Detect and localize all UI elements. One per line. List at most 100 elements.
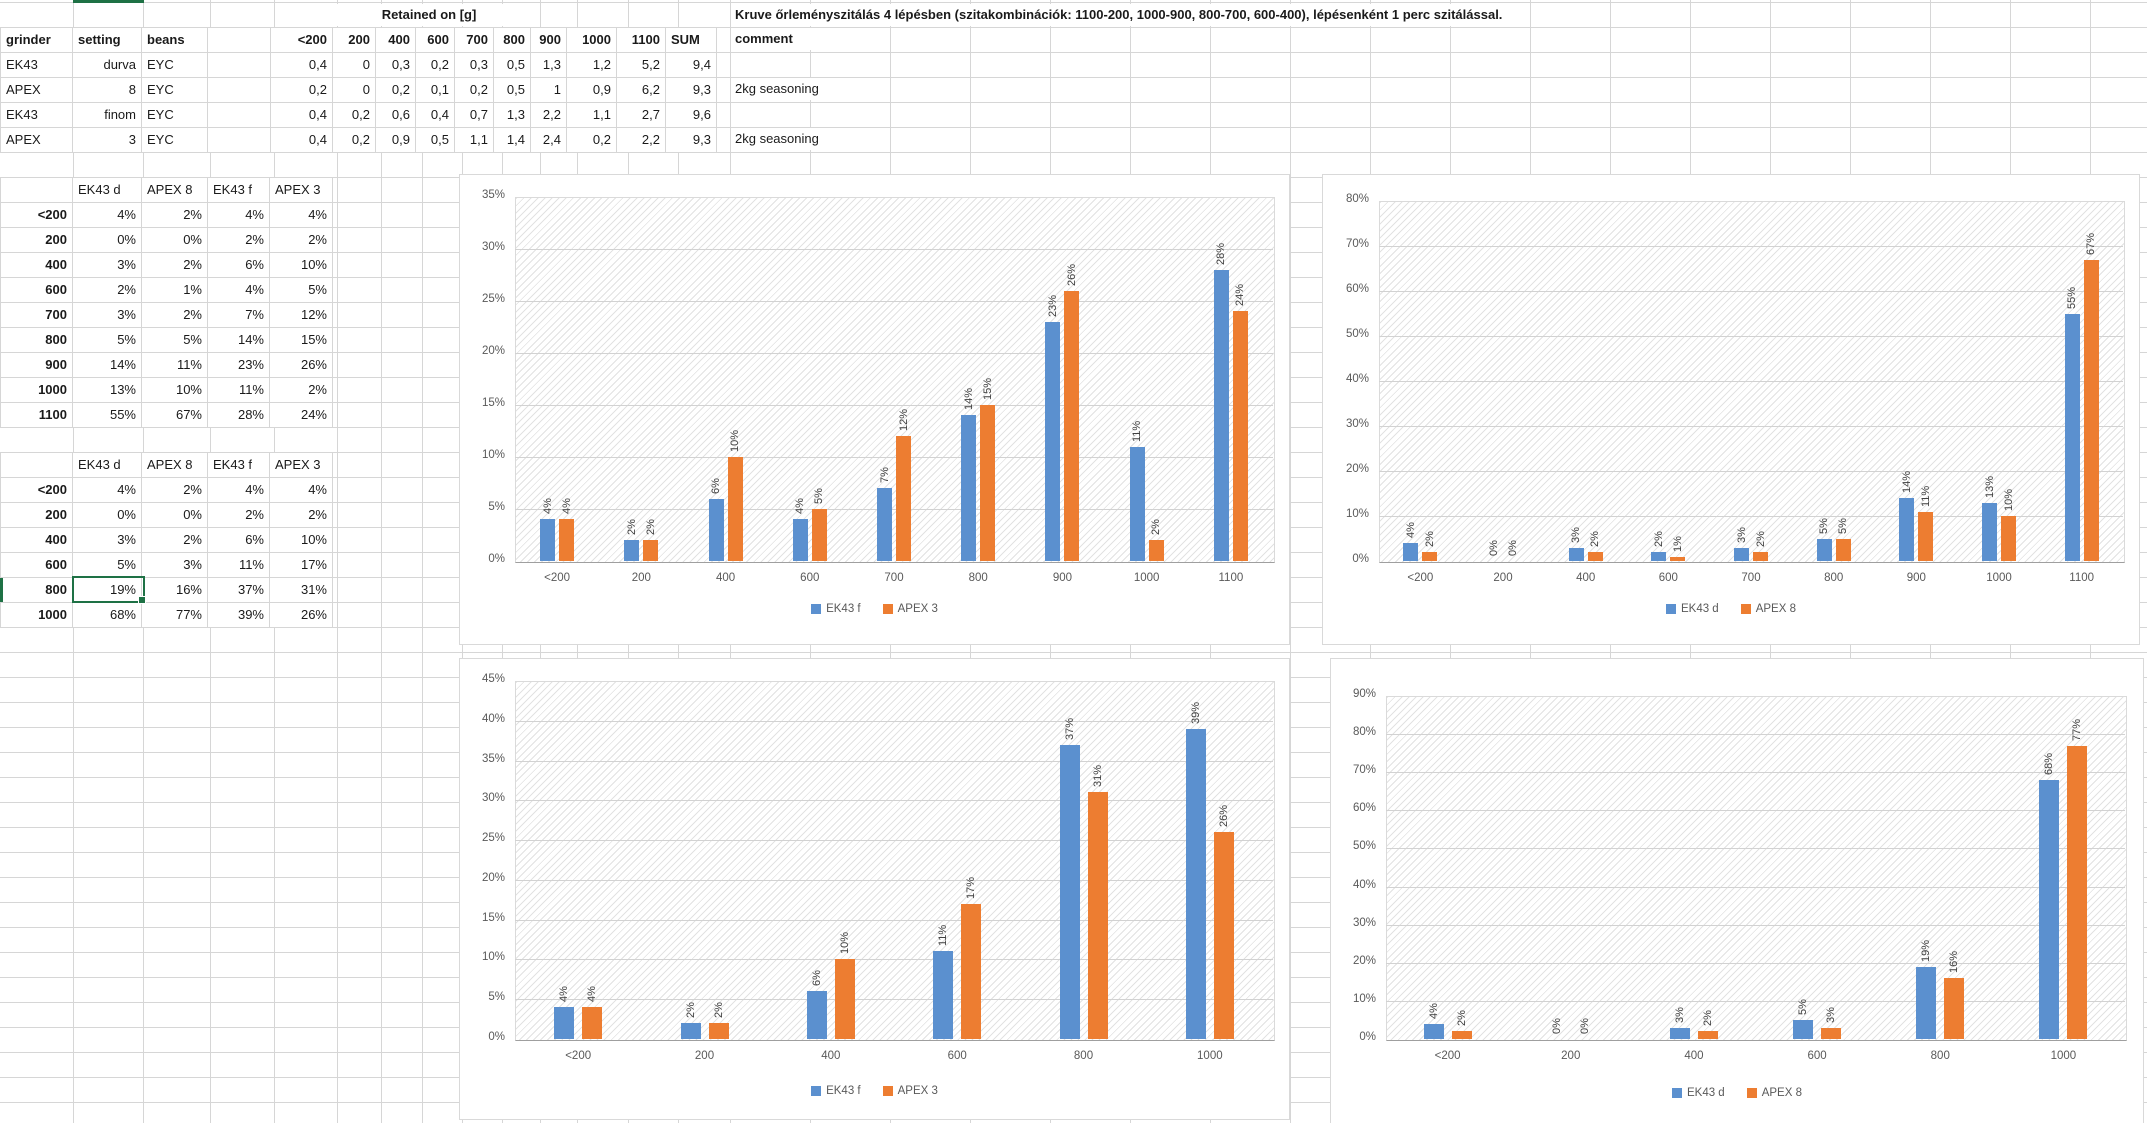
bar-APEX3-700[interactable] xyxy=(896,436,911,561)
cell[interactable]: 5% xyxy=(73,328,142,353)
cell[interactable]: 6% xyxy=(208,528,270,553)
cell[interactable]: 0,4 xyxy=(271,53,333,78)
legend-item-EK43d[interactable]: EK43 d xyxy=(1665,603,1719,615)
column-header[interactable]: 1100 xyxy=(617,28,666,53)
bar-EK43d-400[interactable] xyxy=(1669,1027,1690,1039)
cell[interactable]: EYC xyxy=(142,103,208,128)
column-header[interactable]: 800 xyxy=(494,28,531,53)
cell[interactable]: 0,4 xyxy=(416,103,455,128)
cell[interactable]: 2,4 xyxy=(531,128,567,153)
cell[interactable]: 3% xyxy=(142,553,208,578)
cell[interactable]: 11% xyxy=(208,553,270,578)
column-header[interactable]: EK43 f xyxy=(208,453,270,478)
cell[interactable]: 5% xyxy=(270,278,333,303)
bar-EK43d-1000[interactable] xyxy=(1982,502,1997,561)
row-label[interactable]: 800 xyxy=(1,578,73,603)
legend-item-APEX3[interactable]: APEX 3 xyxy=(882,1085,938,1097)
cell[interactable]: 9,6 xyxy=(666,103,717,128)
column-header[interactable]: 400 xyxy=(376,28,416,53)
comment-cell[interactable]: 2kg seasoning xyxy=(731,78,823,100)
bar-EK43d-800[interactable] xyxy=(1816,538,1832,561)
bar-EK43f-900[interactable] xyxy=(1045,321,1061,561)
cell[interactable]: 16% xyxy=(142,578,208,603)
row-label[interactable]: 1100 xyxy=(1,403,73,428)
column-header[interactable]: EK43 d xyxy=(73,178,142,203)
row-label[interactable]: <200 xyxy=(1,203,73,228)
row-label[interactable]: 800 xyxy=(1,328,73,353)
grinder-cell[interactable]: EK43 xyxy=(1,53,73,78)
cell[interactable]: 39% xyxy=(208,603,270,628)
cell[interactable]: 2% xyxy=(73,278,142,303)
cell[interactable]: 5,2 xyxy=(617,53,666,78)
cell[interactable]: 0,3 xyxy=(455,53,494,78)
cell[interactable]: 1,2 xyxy=(567,53,617,78)
bar-APEX3-900[interactable] xyxy=(1064,290,1080,561)
row-label[interactable]: 700 xyxy=(1,303,73,328)
cell[interactable]: 14% xyxy=(73,353,142,378)
cell[interactable]: 1,3 xyxy=(531,53,567,78)
row-label[interactable]: 200 xyxy=(1,228,73,253)
cell[interactable]: EYC xyxy=(142,78,208,103)
cell[interactable]: 4% xyxy=(270,478,333,503)
cell[interactable]: 1 xyxy=(531,78,567,103)
cell[interactable]: 2% xyxy=(208,503,270,528)
grinder-cell[interactable]: APEX xyxy=(1,78,73,103)
column-header[interactable]: APEX 8 xyxy=(142,178,208,203)
cell[interactable]: EYC xyxy=(142,53,208,78)
bar-EK43f-200[interactable] xyxy=(624,540,640,561)
column-header[interactable] xyxy=(1,178,73,203)
column-header[interactable]: grinder xyxy=(1,28,73,53)
bar-APEX8-900[interactable] xyxy=(1918,511,1934,561)
bar-EK43f-1100[interactable] xyxy=(1213,269,1229,561)
row-label[interactable]: 400 xyxy=(1,253,73,278)
cell[interactable]: 17% xyxy=(270,553,333,578)
cell[interactable]: 0 xyxy=(333,78,376,103)
cell[interactable]: 0,9 xyxy=(376,128,416,153)
cell[interactable]: 3% xyxy=(73,253,142,278)
cell[interactable]: 26% xyxy=(270,603,333,628)
bar-EK43d-1100[interactable] xyxy=(2064,313,2080,561)
cell[interactable]: 0,3 xyxy=(376,53,416,78)
bar-APEX8-700[interactable] xyxy=(1753,552,1768,561)
cell[interactable]: 3% xyxy=(73,528,142,553)
legend-item-EK43f[interactable]: EK43 f xyxy=(811,603,861,615)
cell[interactable]: 3 xyxy=(73,128,142,153)
cell[interactable] xyxy=(208,128,271,153)
cell[interactable]: 4% xyxy=(208,278,270,303)
bar-APEX8-800[interactable] xyxy=(1835,538,1851,561)
cell[interactable]: 2,2 xyxy=(531,103,567,128)
bar-APEX8-600[interactable] xyxy=(1670,556,1686,561)
cell[interactable]: 0,2 xyxy=(333,128,376,153)
bar-APEX3-400[interactable] xyxy=(727,457,743,561)
column-header[interactable] xyxy=(208,28,271,53)
bar-chart-EK43f-vs-APEX3[interactable]: 0% 5% 10% 15% 20% 25% 30% 35% 4% 4% <200 2% 2% 200 6% 1… xyxy=(459,174,1290,645)
cell[interactable]: 4% xyxy=(270,203,333,228)
bar-APEX3-<200[interactable] xyxy=(559,519,575,561)
cell[interactable]: 4% xyxy=(208,203,270,228)
cell[interactable]: 2% xyxy=(142,253,208,278)
cell[interactable]: 1,1 xyxy=(567,103,617,128)
cell[interactable]: 2% xyxy=(142,528,208,553)
cell[interactable]: 0,5 xyxy=(494,78,531,103)
cell[interactable]: 5% xyxy=(142,328,208,353)
bar-EK43f-<200[interactable] xyxy=(540,519,556,561)
cell[interactable]: 10% xyxy=(142,378,208,403)
bar-EK43f-<200[interactable] xyxy=(554,1007,575,1039)
column-header[interactable]: APEX 3 xyxy=(270,178,333,203)
cell[interactable]: 26% xyxy=(270,353,333,378)
bar-EK43d-700[interactable] xyxy=(1734,547,1749,561)
bar-EK43f-200[interactable] xyxy=(680,1023,701,1039)
legend-item-EK43d[interactable]: EK43 d xyxy=(1671,1087,1725,1099)
bar-APEX8-<200[interactable] xyxy=(1451,1031,1472,1039)
column-header[interactable] xyxy=(1,453,73,478)
cell[interactable]: 0,2 xyxy=(271,78,333,103)
column-header[interactable]: <200 xyxy=(271,28,333,53)
cell[interactable]: 9,3 xyxy=(666,128,717,153)
cell[interactable]: 4% xyxy=(73,478,142,503)
cell[interactable]: 55% xyxy=(73,403,142,428)
cell[interactable]: 0,2 xyxy=(567,128,617,153)
cell[interactable]: 37% xyxy=(208,578,270,603)
bar-APEX3-600[interactable] xyxy=(961,903,982,1039)
cell[interactable]: 0% xyxy=(73,503,142,528)
comment-column-header[interactable]: comment xyxy=(731,28,835,50)
